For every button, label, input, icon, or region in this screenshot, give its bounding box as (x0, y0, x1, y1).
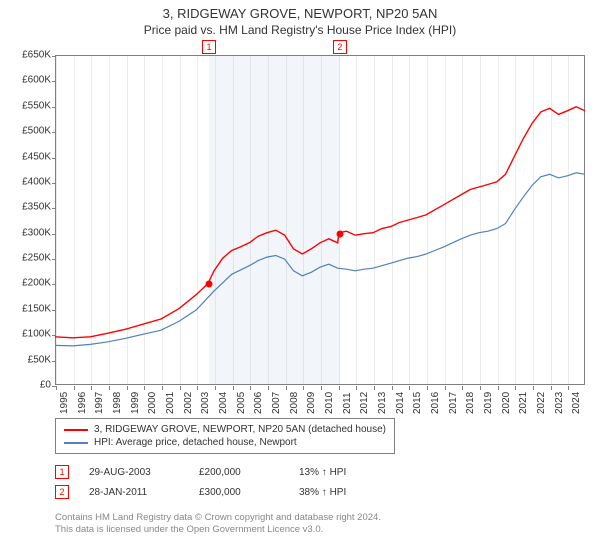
y-tick-label: £650K (3, 50, 51, 61)
sales-table: 1 29-AUG-2003 £200,000 13% ↑ HPI 2 28-JAN-201… (55, 462, 346, 502)
series-line (55, 173, 585, 346)
x-tick-label: 2009 (306, 392, 317, 414)
x-tick-label: 2004 (218, 392, 229, 414)
x-tick-label: 1996 (77, 392, 88, 414)
legend-label: HPI: Average price, detached house, Newp… (94, 437, 297, 448)
y-tick-label: £150K (3, 303, 51, 314)
x-tick-label: 1997 (94, 392, 105, 414)
sale-index-box: 2 (55, 485, 69, 499)
legend-swatch (64, 442, 88, 444)
x-tick-label: 2020 (501, 392, 512, 414)
x-tick-label: 2010 (324, 392, 335, 414)
x-tick-label: 2005 (236, 392, 247, 414)
x-tick-label: 2014 (395, 392, 406, 414)
x-tick-label: 2001 (165, 392, 176, 414)
sale-delta: 13% ↑ HPI (299, 467, 346, 478)
x-tick-label: 2002 (183, 392, 194, 414)
legend-label: 3, RIDGEWAY GROVE, NEWPORT, NP20 5AN (de… (94, 424, 386, 435)
footer-line1: Contains HM Land Registry data © Crown c… (55, 512, 381, 523)
y-tick-label: £250K (3, 253, 51, 264)
x-tick-label: 2016 (430, 392, 441, 414)
x-tick-label: 2006 (253, 392, 264, 414)
y-tick-label: £200K (3, 278, 51, 289)
legend-swatch (64, 429, 88, 431)
x-tick-label: 2021 (518, 392, 529, 414)
y-tick-label: £450K (3, 151, 51, 162)
x-tick-label: 2018 (465, 392, 476, 414)
sale-date: 28-JAN-2011 (89, 487, 179, 498)
x-tick-label: 2023 (554, 392, 565, 414)
y-tick-label: £100K (3, 329, 51, 340)
sale-index-box: 1 (55, 465, 69, 479)
x-tick-label: 2012 (359, 392, 370, 414)
chart-subtitle: Price paid vs. HM Land Registry's House … (0, 21, 600, 37)
chart-lines (55, 55, 585, 385)
sale-row: 1 29-AUG-2003 £200,000 13% ↑ HPI (55, 462, 346, 482)
footer-attribution: Contains HM Land Registry data © Crown c… (55, 512, 381, 537)
y-tick-label: £400K (3, 176, 51, 187)
chart-title: 3, RIDGEWAY GROVE, NEWPORT, NP20 5AN (0, 0, 600, 21)
x-tick-label: 2000 (147, 392, 158, 414)
x-tick-label: 2013 (377, 392, 388, 414)
y-tick-label: £0 (3, 380, 51, 391)
sale-marker-box: 1 (202, 40, 216, 54)
x-tick-label: 1999 (130, 392, 141, 414)
chart-container: 3, RIDGEWAY GROVE, NEWPORT, NP20 5AN Pri… (0, 0, 600, 560)
chart-plot-area: 1995199619971998199920002001200220032004… (55, 55, 585, 385)
sale-date: 29-AUG-2003 (89, 467, 179, 478)
y-tick-label: £300K (3, 227, 51, 238)
footer-line2: This data is licensed under the Open Gov… (55, 524, 323, 535)
y-tick-label: £500K (3, 126, 51, 137)
x-tick-label: 2019 (483, 392, 494, 414)
legend-item: 3, RIDGEWAY GROVE, NEWPORT, NP20 5AN (de… (64, 423, 386, 436)
x-tick-label: 2017 (448, 392, 459, 414)
y-tick-label: £350K (3, 202, 51, 213)
y-tick-label: £600K (3, 75, 51, 86)
chart-legend: 3, RIDGEWAY GROVE, NEWPORT, NP20 5AN (de… (55, 418, 395, 454)
y-tick-label: £550K (3, 100, 51, 111)
sale-row: 2 28-JAN-2011 £300,000 38% ↑ HPI (55, 482, 346, 502)
x-tick-label: 2003 (200, 392, 211, 414)
x-tick-label: 2024 (571, 392, 582, 414)
sale-marker-box: 2 (333, 40, 347, 54)
x-tick-label: 1995 (59, 392, 70, 414)
x-tick-label: 2022 (536, 392, 547, 414)
y-tick-label: £50K (3, 354, 51, 365)
x-tick-label: 2008 (289, 392, 300, 414)
sale-delta: 38% ↑ HPI (299, 487, 346, 498)
x-tick-label: 2007 (271, 392, 282, 414)
x-tick-label: 2011 (342, 392, 353, 414)
series-line (55, 107, 585, 338)
sale-price: £200,000 (199, 467, 279, 478)
sale-price: £300,000 (199, 487, 279, 498)
x-tick-label: 1998 (112, 392, 123, 414)
legend-item: HPI: Average price, detached house, Newp… (64, 436, 386, 449)
x-tick-label: 2015 (412, 392, 423, 414)
